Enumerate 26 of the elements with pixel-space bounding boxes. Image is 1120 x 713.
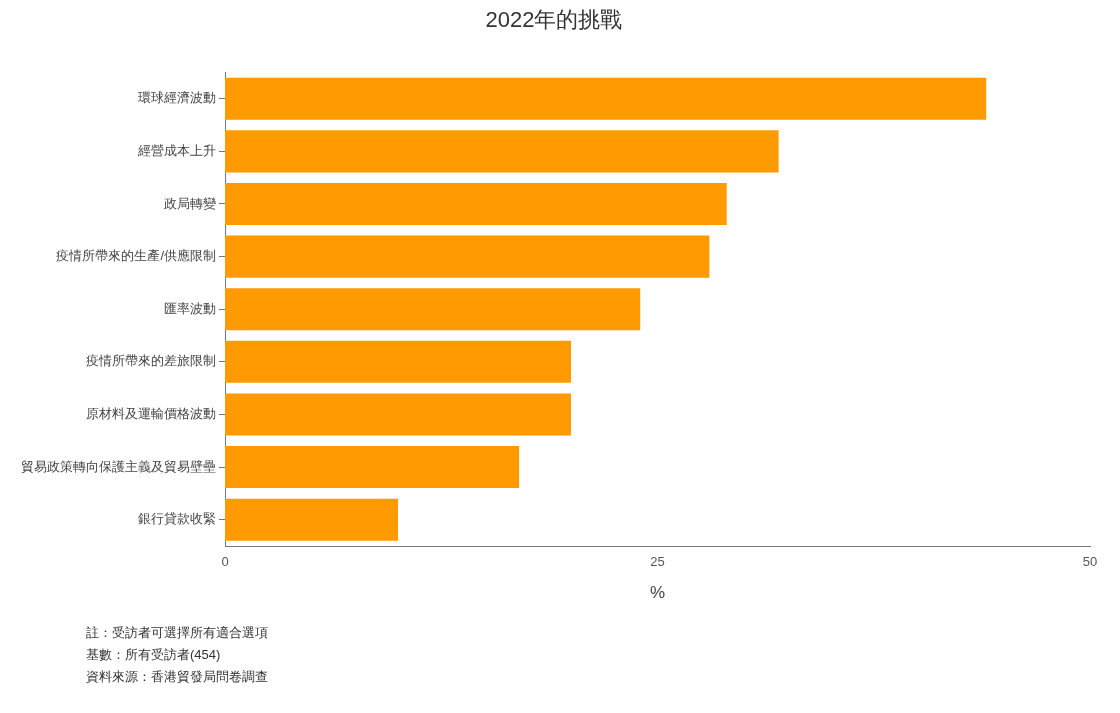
text: 註：受訪者可選擇所有適合選項 <box>86 624 269 642</box>
x-axis-title: % <box>649 583 666 603</box>
bar <box>225 182 727 225</box>
bar <box>225 340 571 383</box>
x-tick-label: 0 <box>221 554 229 570</box>
source-note: 資料來源：香港貿發局問卷調查 <box>86 668 269 686</box>
y-tick-label: 政局轉變 <box>164 195 216 211</box>
y-tick-label: 銀行貸款收緊 <box>138 511 216 527</box>
y-tick-label: 疫情所帶來的生產/供應限制 <box>56 248 216 264</box>
bar <box>225 130 779 173</box>
y-tick-label: 疫情所帶來的差旅限制 <box>86 353 216 369</box>
x-tick-label: 50 <box>1082 554 1098 570</box>
y-tick-label: 原材料及運輸價格波動 <box>86 406 216 422</box>
bar <box>225 393 571 436</box>
bar <box>225 77 987 120</box>
y-tick-label: 經營成本上升 <box>137 142 216 158</box>
bar <box>225 235 710 278</box>
x-tick-label: 25 <box>650 554 665 570</box>
chart-title: 2022年的挑戰 <box>485 7 623 33</box>
y-tick-label: 環球經濟波動 <box>138 90 216 106</box>
y-tick-label: 匯率波動 <box>164 300 216 316</box>
bar <box>225 288 641 331</box>
text: 基數：所有受訪者(454) <box>86 646 222 664</box>
y-tick-label: 貿易政策轉向保護主義及貿易壁壘 <box>21 458 216 474</box>
bar <box>225 498 398 541</box>
bar <box>225 446 520 489</box>
